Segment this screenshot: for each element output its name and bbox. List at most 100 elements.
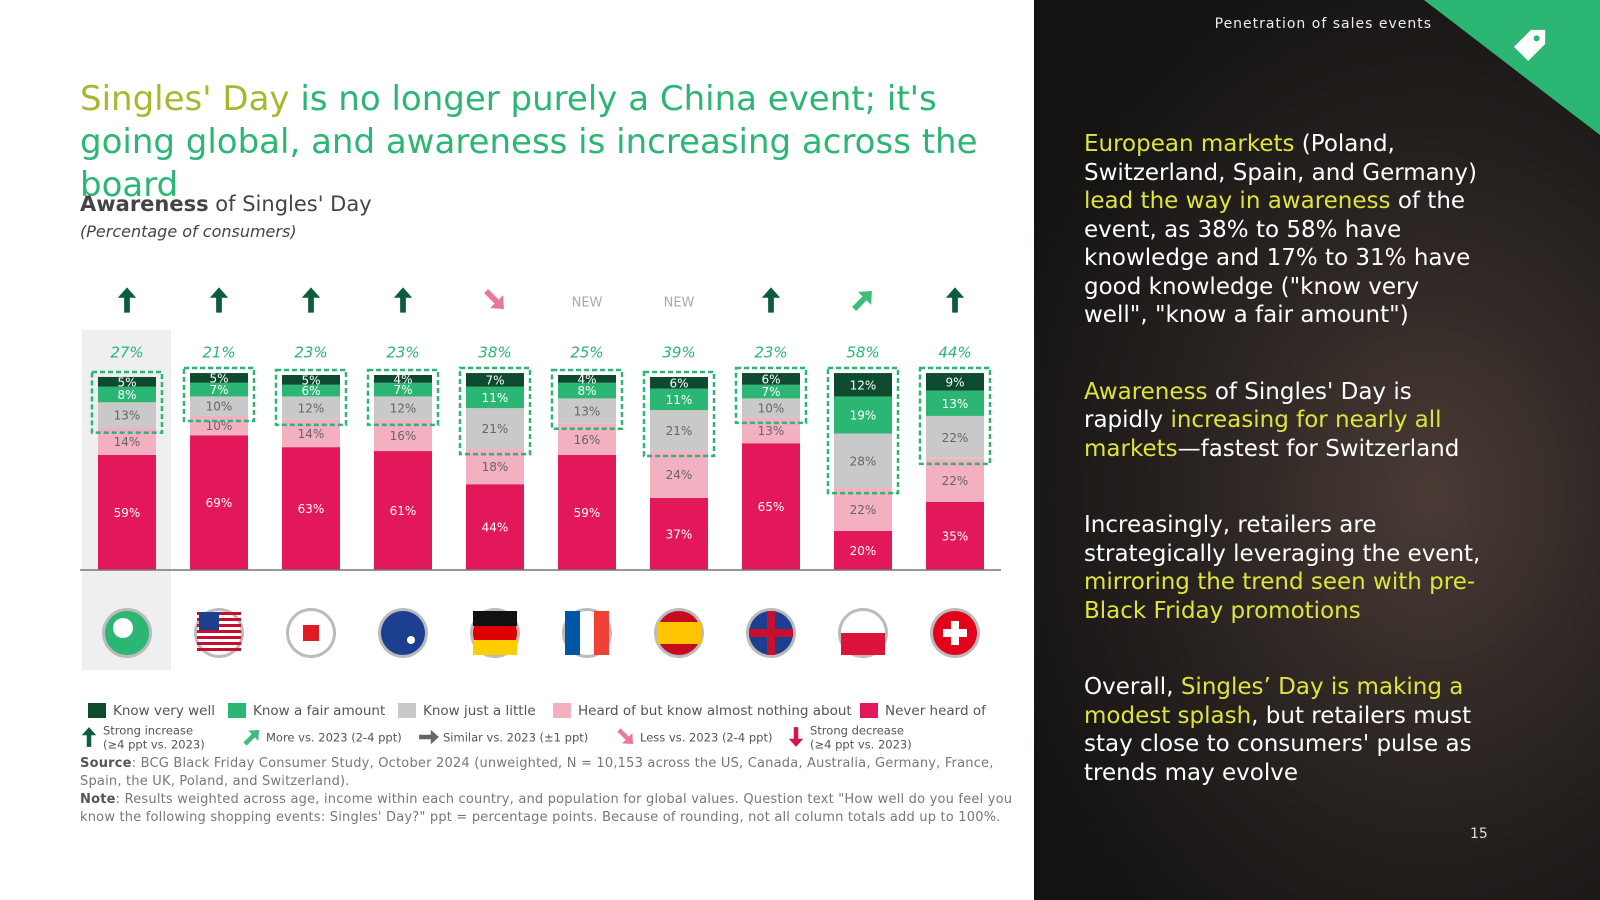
highlight-text: Singles’ Day is making a modest splash (1084, 674, 1464, 729)
bar-segment (742, 384, 800, 399)
source-text: : BCG Black Friday Consumer Study, Octob… (80, 756, 994, 789)
bar-segment (650, 388, 708, 411)
legend-label: Know just a little (423, 703, 536, 719)
total-label: 27% (110, 344, 143, 362)
trend-arrow (117, 287, 137, 313)
flag-canton (199, 612, 219, 630)
flag-stripe (197, 642, 241, 645)
bar-segment (926, 458, 984, 502)
segment-label: 5% (209, 371, 228, 385)
segment-label: 10% (758, 402, 785, 416)
title-part: Singles' Day (80, 79, 290, 119)
chart: 59%14%13%8%5%27%69%10%10%7%5%21%63%14%12… (80, 287, 1001, 752)
legend-arrow (243, 729, 260, 746)
arrow-shape (209, 287, 229, 313)
highlight-box (90, 370, 164, 434)
corner-triangle (1424, 0, 1600, 135)
new-label: NEW (664, 296, 695, 311)
bar-segment (466, 484, 524, 570)
flag-face (381, 611, 425, 655)
page-number: 15 (1470, 826, 1488, 842)
legend-arrow (788, 727, 804, 747)
bar-segment (98, 376, 156, 387)
legend-label: Never heard of (885, 703, 987, 719)
bar-segment (558, 398, 616, 424)
arrow-shape (301, 287, 321, 313)
highlight-box (182, 366, 256, 423)
bar-segment (282, 375, 340, 385)
trend-arrow (301, 287, 321, 313)
arrow-shape (117, 287, 137, 313)
highlight-box (458, 366, 532, 456)
total-label: 23% (754, 344, 787, 362)
segment-label: 12% (390, 402, 417, 416)
paragraph: Overall, Singles’ Day is making a modest… (1084, 673, 1484, 787)
bar-segment (374, 375, 432, 383)
body-text: (Poland, Switzerland, Spain, and Germany… (1084, 131, 1477, 186)
bar-segment (926, 373, 984, 391)
bar-segment (282, 447, 340, 570)
segment-label: 6% (669, 376, 688, 390)
chart-title-rest: of Singles' Day (208, 192, 372, 216)
bar-segment (834, 531, 892, 570)
segment-label: 37% (666, 527, 693, 541)
legend-swatch (860, 703, 878, 718)
bar-segment (650, 376, 708, 389)
flag-leaf (303, 625, 319, 641)
segment-label: 5% (301, 373, 320, 387)
arrow-shape (243, 729, 260, 746)
segment-label: 35% (942, 529, 969, 543)
segment-label: 20% (850, 544, 877, 558)
total-label: 23% (386, 344, 419, 362)
bar-segment (834, 396, 892, 434)
highlight-box (826, 366, 900, 495)
segment-label: 59% (574, 506, 601, 520)
segment-label: 9% (945, 375, 964, 389)
highlight-text: Awareness (1084, 378, 1208, 405)
trend-arrow (761, 287, 781, 313)
bar-segment (926, 501, 984, 570)
bar-segment (650, 410, 708, 452)
arrow-shape (81, 727, 97, 747)
bar-segment (98, 402, 156, 428)
bar-segment (374, 382, 432, 397)
highlight-box (274, 368, 348, 427)
flag-star (407, 636, 415, 644)
flag-cross (767, 611, 775, 655)
trend-arrow (209, 287, 229, 313)
bar-segment (650, 497, 708, 570)
flag-stripe (197, 648, 241, 651)
trend-arrow (484, 289, 504, 309)
body-text: , but retailers must stay close to consu… (1084, 702, 1472, 786)
sidebar-text: European markets (Poland, Switzerland, S… (1084, 130, 1484, 835)
highlight-box (734, 366, 808, 425)
legend-label: Know a fair amount (253, 703, 385, 719)
segment-label: 8% (577, 384, 596, 398)
corner-badge (1424, 0, 1600, 135)
flag-icon (378, 608, 428, 658)
flag-icon (654, 608, 704, 658)
note-label: Note (80, 792, 116, 807)
bar-segment (466, 408, 524, 450)
segment-label: 11% (666, 393, 693, 407)
total-label: 21% (202, 344, 235, 362)
flag-stripe (657, 622, 701, 644)
segment-label: 61% (390, 504, 417, 518)
slide-title: Singles' Day is no longer purely a China… (80, 78, 1020, 207)
bar-segment (558, 454, 616, 570)
chart-title: Awareness of Singles' Day (80, 192, 372, 216)
flag-stripe (473, 640, 517, 655)
arrow-shape (484, 289, 504, 309)
bar-segment (374, 451, 432, 570)
bar-segment (190, 382, 248, 397)
arrow-shape (419, 729, 439, 745)
flag-stripe (197, 630, 241, 633)
paragraph: European markets (Poland, Switzerland, S… (1084, 130, 1484, 330)
flag-icon (562, 608, 612, 658)
bar-segment (466, 386, 524, 409)
legend-swatch (228, 703, 246, 718)
segment-label: 18% (482, 460, 509, 474)
segment-label: 7% (209, 383, 228, 397)
bar-segment (558, 375, 616, 383)
segment-label: 10% (206, 400, 233, 414)
